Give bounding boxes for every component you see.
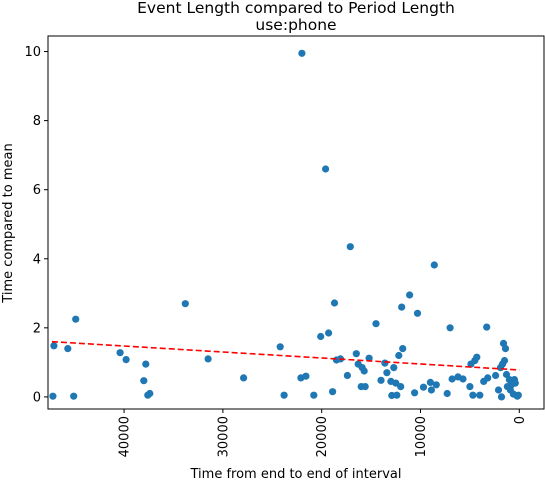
x-tick-label: 40000 [118, 416, 133, 457]
data-point [310, 391, 318, 399]
chart-title: Event Length compared to Period Length [137, 0, 455, 17]
y-tick-label: 10 [24, 45, 41, 60]
data-point [140, 377, 148, 385]
data-point [361, 383, 369, 391]
data-point [411, 389, 419, 397]
data-point [413, 309, 422, 317]
data-point [181, 300, 189, 308]
x-tick-label: 0 [513, 416, 528, 424]
data-point [398, 303, 406, 311]
data-point [494, 386, 503, 394]
data-point [322, 165, 330, 173]
plot-area [49, 49, 522, 401]
data-point [122, 356, 130, 364]
data-point [483, 323, 491, 331]
data-point [492, 371, 500, 380]
data-point [383, 369, 391, 377]
data-point [381, 359, 389, 367]
x-tick-label: 30000 [216, 416, 231, 457]
data-point [514, 391, 522, 399]
data-point [343, 371, 351, 380]
data-point [64, 345, 72, 353]
data-point [476, 391, 484, 399]
data-point [146, 389, 154, 398]
plot-frame [47, 35, 545, 410]
data-point [497, 393, 506, 401]
data-point [317, 332, 325, 341]
data-point [500, 357, 509, 365]
data-point [473, 353, 481, 361]
data-point [419, 383, 428, 391]
data-point [459, 375, 467, 383]
data-point [469, 391, 477, 399]
data-point [372, 320, 380, 328]
data-point [330, 299, 339, 307]
data-point [501, 345, 510, 353]
data-point [325, 329, 333, 337]
trend-line [51, 340, 520, 371]
data-point [297, 374, 305, 382]
data-point [142, 360, 150, 368]
x-tick-label: 10000 [414, 416, 429, 457]
y-axis-label: Time compared to mean [1, 143, 16, 303]
data-point [50, 342, 58, 350]
data-point [446, 324, 454, 332]
data-point [399, 345, 407, 353]
y-tick-label: 2 [33, 321, 41, 336]
data-point [49, 392, 57, 400]
data-point [432, 381, 440, 389]
x-axis: 40000 30000 20000 10000 0 [118, 409, 528, 457]
y-tick-label: 6 [33, 183, 41, 198]
data-point [395, 351, 403, 360]
data-point [511, 379, 519, 387]
data-point [377, 376, 385, 384]
data-point [204, 355, 212, 363]
data-point [280, 391, 288, 399]
data-point [426, 378, 434, 386]
data-point [329, 388, 337, 396]
x-axis-label: Time from end to end of interval [190, 467, 402, 482]
data-point [466, 383, 474, 391]
data-point [116, 349, 124, 357]
data-point [72, 315, 80, 323]
data-point [430, 261, 438, 269]
data-point [360, 367, 368, 375]
y-tick-label: 8 [33, 114, 41, 129]
y-tick-label: 4 [33, 252, 41, 267]
data-point [448, 375, 456, 383]
x-tick-label: 20000 [315, 416, 330, 457]
data-point [390, 364, 398, 372]
data-point [70, 392, 78, 400]
data-point [406, 291, 414, 299]
data-point [484, 374, 492, 382]
data-point [240, 374, 248, 382]
data-point [393, 391, 401, 399]
data-point [352, 350, 360, 358]
chart-subtitle: use:phone [255, 16, 336, 34]
data-point [346, 243, 354, 251]
data-point [427, 386, 435, 394]
data-point [443, 389, 451, 398]
data-point [276, 343, 284, 351]
data-point [298, 49, 306, 57]
data-point [397, 383, 405, 391]
y-axis: 0 2 4 6 8 10 [24, 45, 48, 405]
y-tick-label: 0 [33, 390, 41, 405]
